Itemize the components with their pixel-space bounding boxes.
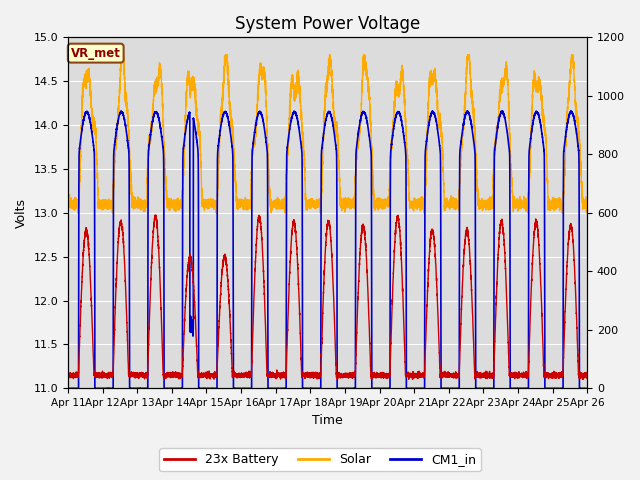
23x Battery <box>444 372 451 377</box>
CM1_in <box>555 385 563 391</box>
CM1_in <box>583 385 591 391</box>
23x Battery <box>152 212 159 218</box>
X-axis label: Time: Time <box>312 414 343 427</box>
Line: CM1_in: CM1_in <box>68 111 587 388</box>
CM1_in <box>136 385 144 391</box>
Y-axis label: Volts: Volts <box>15 198 28 228</box>
Solar <box>310 203 317 209</box>
Solar <box>74 210 82 216</box>
23x Battery <box>555 373 563 379</box>
Text: VR_met: VR_met <box>71 47 121 60</box>
CM1_in <box>562 134 570 140</box>
CM1_in <box>64 385 72 391</box>
CM1_in <box>499 108 506 114</box>
CM1_in <box>458 130 466 136</box>
CM1_in <box>310 385 317 391</box>
Line: Solar: Solar <box>68 55 587 213</box>
23x Battery <box>64 372 72 377</box>
23x Battery <box>310 372 317 378</box>
23x Battery <box>458 288 466 293</box>
CM1_in <box>241 385 248 391</box>
Solar <box>64 200 72 206</box>
23x Battery <box>583 374 591 380</box>
Legend: 23x Battery, Solar, CM1_in: 23x Battery, Solar, CM1_in <box>159 448 481 471</box>
Solar <box>562 143 570 149</box>
CM1_in <box>444 385 451 391</box>
Solar <box>555 204 563 210</box>
23x Battery <box>561 303 569 309</box>
Solar <box>117 52 125 58</box>
Title: System Power Voltage: System Power Voltage <box>235 15 420 33</box>
Solar <box>583 200 591 205</box>
Solar <box>458 132 466 138</box>
Solar <box>241 204 248 209</box>
23x Battery <box>241 372 248 378</box>
Line: 23x Battery: 23x Battery <box>68 215 587 379</box>
Solar <box>444 201 451 207</box>
23x Battery <box>579 376 587 382</box>
